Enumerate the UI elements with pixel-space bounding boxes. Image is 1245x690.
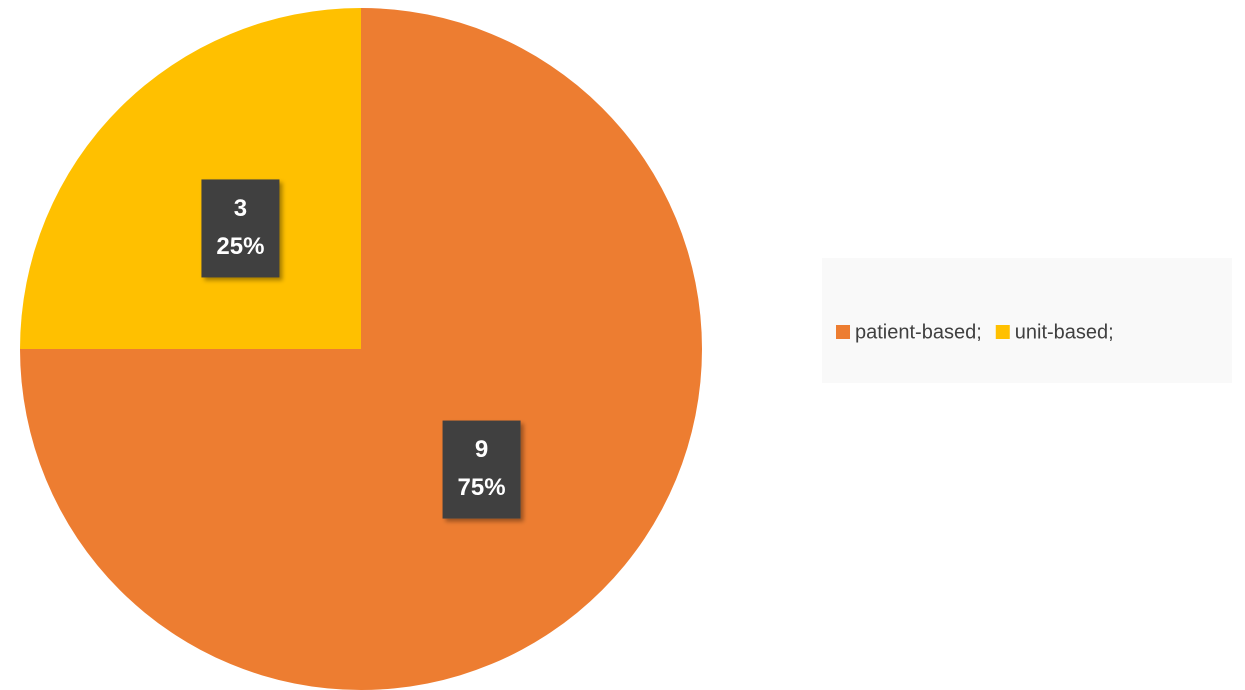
- legend-swatch: [836, 325, 850, 339]
- legend-label: unit-based;: [1015, 321, 1114, 343]
- data-label-percent: 25%: [216, 233, 264, 260]
- data-label: 975%: [442, 420, 521, 519]
- data-label-value: 9: [475, 436, 488, 463]
- data-label-box: [201, 179, 280, 278]
- legend-box: [822, 258, 1232, 383]
- legend-swatch: [995, 325, 1010, 339]
- data-label: 325%: [201, 179, 280, 278]
- data-label-value: 3: [234, 195, 247, 222]
- data-label-percent: 75%: [458, 474, 506, 501]
- pie-slice: [20, 8, 361, 349]
- legend-label: patient-based;: [855, 321, 982, 343]
- data-label-box: [442, 420, 521, 519]
